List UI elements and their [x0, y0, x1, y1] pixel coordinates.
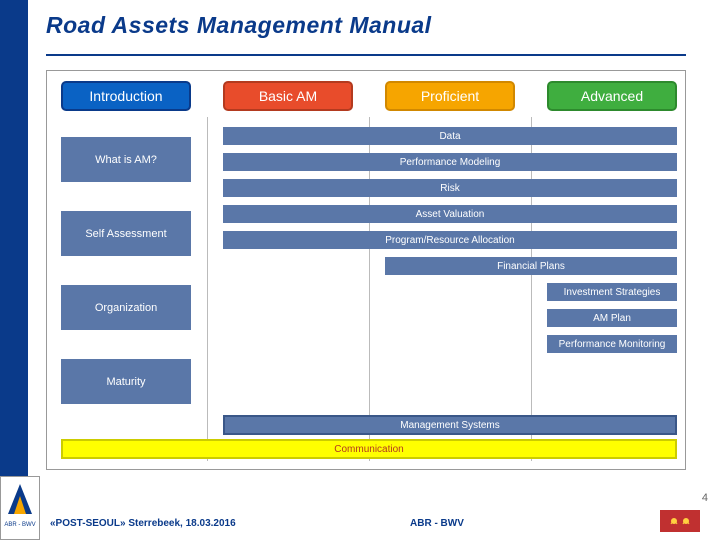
header-label: Introduction [89, 88, 162, 104]
footer-logo-text: ABR - BWV [2, 522, 38, 528]
footer-left-text: «POST-SEOUL» Sterrebeek, 18.03.2016 [50, 518, 236, 529]
logo-icon [4, 478, 36, 518]
topic-label: Performance Modeling [400, 157, 501, 168]
header-basic-am: Basic AM [223, 81, 353, 111]
intro-box-label: Self Assessment [85, 228, 166, 240]
bar-label: Communication [334, 444, 403, 455]
topic-label: AM Plan [593, 313, 631, 324]
topic-bar: Investment Strategies [547, 283, 677, 301]
header-introduction: Introduction [61, 81, 191, 111]
header-label: Advanced [581, 88, 643, 104]
management-systems-bar: Management Systems [223, 415, 677, 435]
topic-label: Investment Strategies [564, 287, 661, 298]
page-number: 4 [702, 492, 708, 504]
intro-box: What is AM? [61, 137, 191, 182]
topic-label: Data [439, 131, 460, 142]
topic-bar: Performance Modeling [223, 153, 677, 171]
topic-label: Asset Valuation [416, 209, 485, 220]
topic-bar: AM Plan [547, 309, 677, 327]
topic-bar: Asset Valuation [223, 205, 677, 223]
intro-box: Organization [61, 285, 191, 330]
topic-label: Program/Resource Allocation [385, 235, 515, 246]
header-label: Basic AM [259, 88, 317, 104]
column-divider [207, 117, 208, 461]
intro-box-label: What is AM? [95, 154, 157, 166]
communication-bar: Communication [61, 439, 677, 459]
topic-label: Performance Monitoring [559, 339, 666, 350]
intro-box: Self Assessment [61, 211, 191, 256]
topic-bar: Data [223, 127, 677, 145]
topic-bar: Financial Plans [385, 257, 677, 275]
bar-label: Management Systems [400, 420, 500, 431]
title-rule [46, 54, 686, 56]
diagram-frame: Introduction Basic AM Proficient Advance… [46, 70, 686, 470]
footer-region-icon [660, 510, 700, 532]
footer-center-text: ABR - BWV [410, 518, 464, 529]
topic-label: Risk [440, 183, 459, 194]
intro-box-label: Organization [95, 302, 157, 314]
left-accent-band [0, 0, 28, 540]
intro-box-label: Maturity [106, 376, 145, 388]
intro-box: Maturity [61, 359, 191, 404]
page-title: Road Assets Management Manual [46, 12, 432, 39]
header-advanced: Advanced [547, 81, 677, 111]
topic-bar: Risk [223, 179, 677, 197]
header-label: Proficient [421, 88, 479, 104]
topic-bar: Performance Monitoring [547, 335, 677, 353]
topic-label: Financial Plans [497, 261, 565, 272]
topic-bar: Program/Resource Allocation [223, 231, 677, 249]
header-proficient: Proficient [385, 81, 515, 111]
